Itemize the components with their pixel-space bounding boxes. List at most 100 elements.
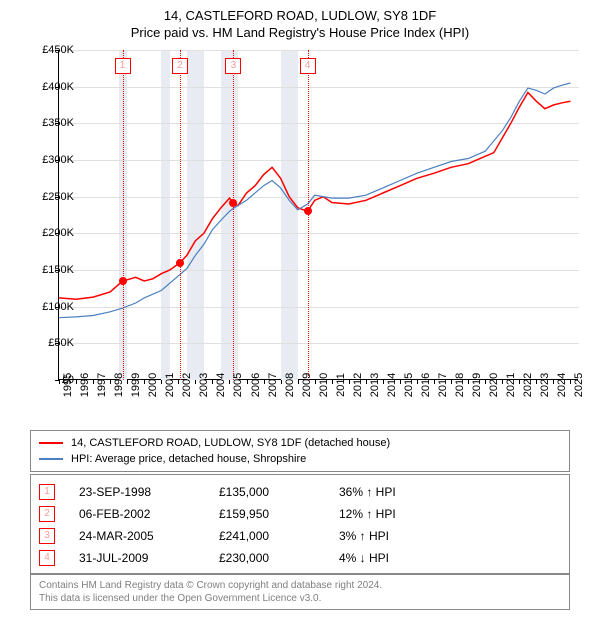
xtick-label: 2006 bbox=[250, 373, 262, 397]
sale-marker-box: 2 bbox=[39, 506, 55, 522]
xtick bbox=[417, 380, 418, 384]
sale-marker-box: 3 bbox=[39, 528, 55, 544]
sale-dot bbox=[119, 277, 127, 285]
xtick bbox=[434, 380, 435, 384]
xtick bbox=[553, 380, 554, 384]
ytick-label: £450K bbox=[24, 44, 74, 56]
xtick bbox=[144, 380, 145, 384]
sale-date: 23-SEP-1998 bbox=[79, 485, 219, 499]
sale-diff: 12% ↑ HPI bbox=[339, 507, 449, 521]
title-address: 14, CASTLEFORD ROAD, LUDLOW, SY8 1DF bbox=[0, 8, 600, 25]
ytick-label: £200K bbox=[24, 227, 74, 239]
legend-row-series1: 14, CASTLEFORD ROAD, LUDLOW, SY8 1DF (de… bbox=[39, 435, 561, 451]
sale-row: 324-MAR-2005£241,0003% ↑ HPI bbox=[39, 525, 561, 547]
event-marker: 3 bbox=[225, 58, 241, 74]
xtick-label: 2005 bbox=[232, 373, 244, 397]
xtick bbox=[110, 380, 111, 384]
xtick bbox=[127, 380, 128, 384]
sales-table: 1 23-SEP-1998£135,00036% ↑ HPI 2 06-FEB-200… bbox=[30, 474, 570, 574]
xtick-label: 2000 bbox=[147, 373, 159, 397]
xtick bbox=[332, 380, 333, 384]
line-svg bbox=[59, 50, 579, 380]
title-subtitle: Price paid vs. HM Land Registry's House … bbox=[0, 25, 600, 42]
xtick-label: 2009 bbox=[301, 373, 313, 397]
xtick-label: 2019 bbox=[471, 373, 483, 397]
chart-area: 1234 19951996199719981999200020012002200… bbox=[58, 50, 578, 380]
sale-row: 431-JUL-2009£230,0004% ↓ HPI bbox=[39, 547, 561, 569]
xtick bbox=[212, 380, 213, 384]
sale-dot bbox=[304, 207, 312, 215]
xtick-label: 2021 bbox=[505, 373, 517, 397]
sale-date: 06-FEB-2002 bbox=[79, 507, 219, 521]
sale-price: £159,950 bbox=[219, 507, 339, 521]
xtick-label: 2018 bbox=[454, 373, 466, 397]
legend-label-1: 14, CASTLEFORD ROAD, LUDLOW, SY8 1DF (de… bbox=[71, 437, 390, 449]
ytick-label: £50K bbox=[24, 337, 74, 349]
xtick bbox=[383, 380, 384, 384]
xtick-label: 2004 bbox=[215, 373, 227, 397]
xtick-label: 2023 bbox=[539, 373, 551, 397]
xtick bbox=[195, 380, 196, 384]
xtick bbox=[76, 380, 77, 384]
xtick-label: 1999 bbox=[130, 373, 142, 397]
legend-swatch-2 bbox=[39, 458, 63, 460]
sale-diff: 4% ↓ HPI bbox=[339, 551, 449, 565]
xtick bbox=[570, 380, 571, 384]
xtick-label: 1996 bbox=[79, 373, 91, 397]
event-line bbox=[233, 50, 234, 380]
xtick-label: 1998 bbox=[113, 373, 125, 397]
xtick bbox=[281, 380, 282, 384]
event-line bbox=[123, 50, 124, 380]
legend-row-series2: HPI: Average price, detached house, Shro… bbox=[39, 451, 561, 467]
sale-dot bbox=[229, 199, 237, 207]
xtick bbox=[400, 380, 401, 384]
attribution-line1: Contains HM Land Registry data © Crown c… bbox=[39, 579, 561, 592]
xtick-label: 2011 bbox=[335, 373, 347, 397]
event-line bbox=[180, 50, 181, 380]
xtick-label: 2020 bbox=[488, 373, 500, 397]
sale-diff: 36% ↑ HPI bbox=[339, 485, 449, 499]
ytick-label: £350K bbox=[24, 117, 74, 129]
xtick-label: 2002 bbox=[181, 373, 193, 397]
sale-price: £135,000 bbox=[219, 485, 339, 499]
sale-price: £241,000 bbox=[219, 529, 339, 543]
legend-swatch-1 bbox=[39, 442, 63, 444]
xtick-label: 2012 bbox=[352, 373, 364, 397]
xtick bbox=[93, 380, 94, 384]
event-marker: 2 bbox=[172, 58, 188, 74]
xtick bbox=[485, 380, 486, 384]
ytick-label: £100K bbox=[24, 301, 74, 313]
xtick bbox=[161, 380, 162, 384]
ytick-label: £300K bbox=[24, 154, 74, 166]
xtick-label: 2001 bbox=[164, 373, 176, 397]
legend: 14, CASTLEFORD ROAD, LUDLOW, SY8 1DF (de… bbox=[30, 430, 570, 472]
xtick-label: 2017 bbox=[437, 373, 449, 397]
ytick-label: £0 bbox=[24, 374, 74, 386]
xtick-label: 2008 bbox=[284, 373, 296, 397]
xtick-label: 2016 bbox=[420, 373, 432, 397]
xtick-label: 2024 bbox=[556, 373, 568, 397]
attribution-line2: This data is licensed under the Open Gov… bbox=[39, 592, 561, 605]
sale-row: 2 06-FEB-2002£159,95012% ↑ HPI bbox=[39, 503, 561, 525]
chart-container: 14, CASTLEFORD ROAD, LUDLOW, SY8 1DF Pri… bbox=[0, 0, 600, 620]
xtick bbox=[178, 380, 179, 384]
event-marker: 4 bbox=[300, 58, 316, 74]
xtick bbox=[468, 380, 469, 384]
ytick-label: £250K bbox=[24, 191, 74, 203]
xtick-label: 2003 bbox=[198, 373, 210, 397]
xtick-label: 2014 bbox=[386, 373, 398, 397]
title-block: 14, CASTLEFORD ROAD, LUDLOW, SY8 1DF Pri… bbox=[0, 0, 600, 42]
event-marker: 1 bbox=[115, 58, 131, 74]
sale-date: 31-JUL-2009 bbox=[79, 551, 219, 565]
sale-marker-box: 1 bbox=[39, 484, 55, 500]
xtick bbox=[502, 380, 503, 384]
ytick-label: £150K bbox=[24, 264, 74, 276]
legend-label-2: HPI: Average price, detached house, Shro… bbox=[71, 453, 306, 465]
xtick-label: 2013 bbox=[369, 373, 381, 397]
sale-marker-box: 4 bbox=[39, 550, 55, 566]
sale-diff: 3% ↑ HPI bbox=[339, 529, 449, 543]
xtick bbox=[349, 380, 350, 384]
xtick bbox=[536, 380, 537, 384]
xtick-label: 2022 bbox=[522, 373, 534, 397]
sale-dot bbox=[176, 259, 184, 267]
